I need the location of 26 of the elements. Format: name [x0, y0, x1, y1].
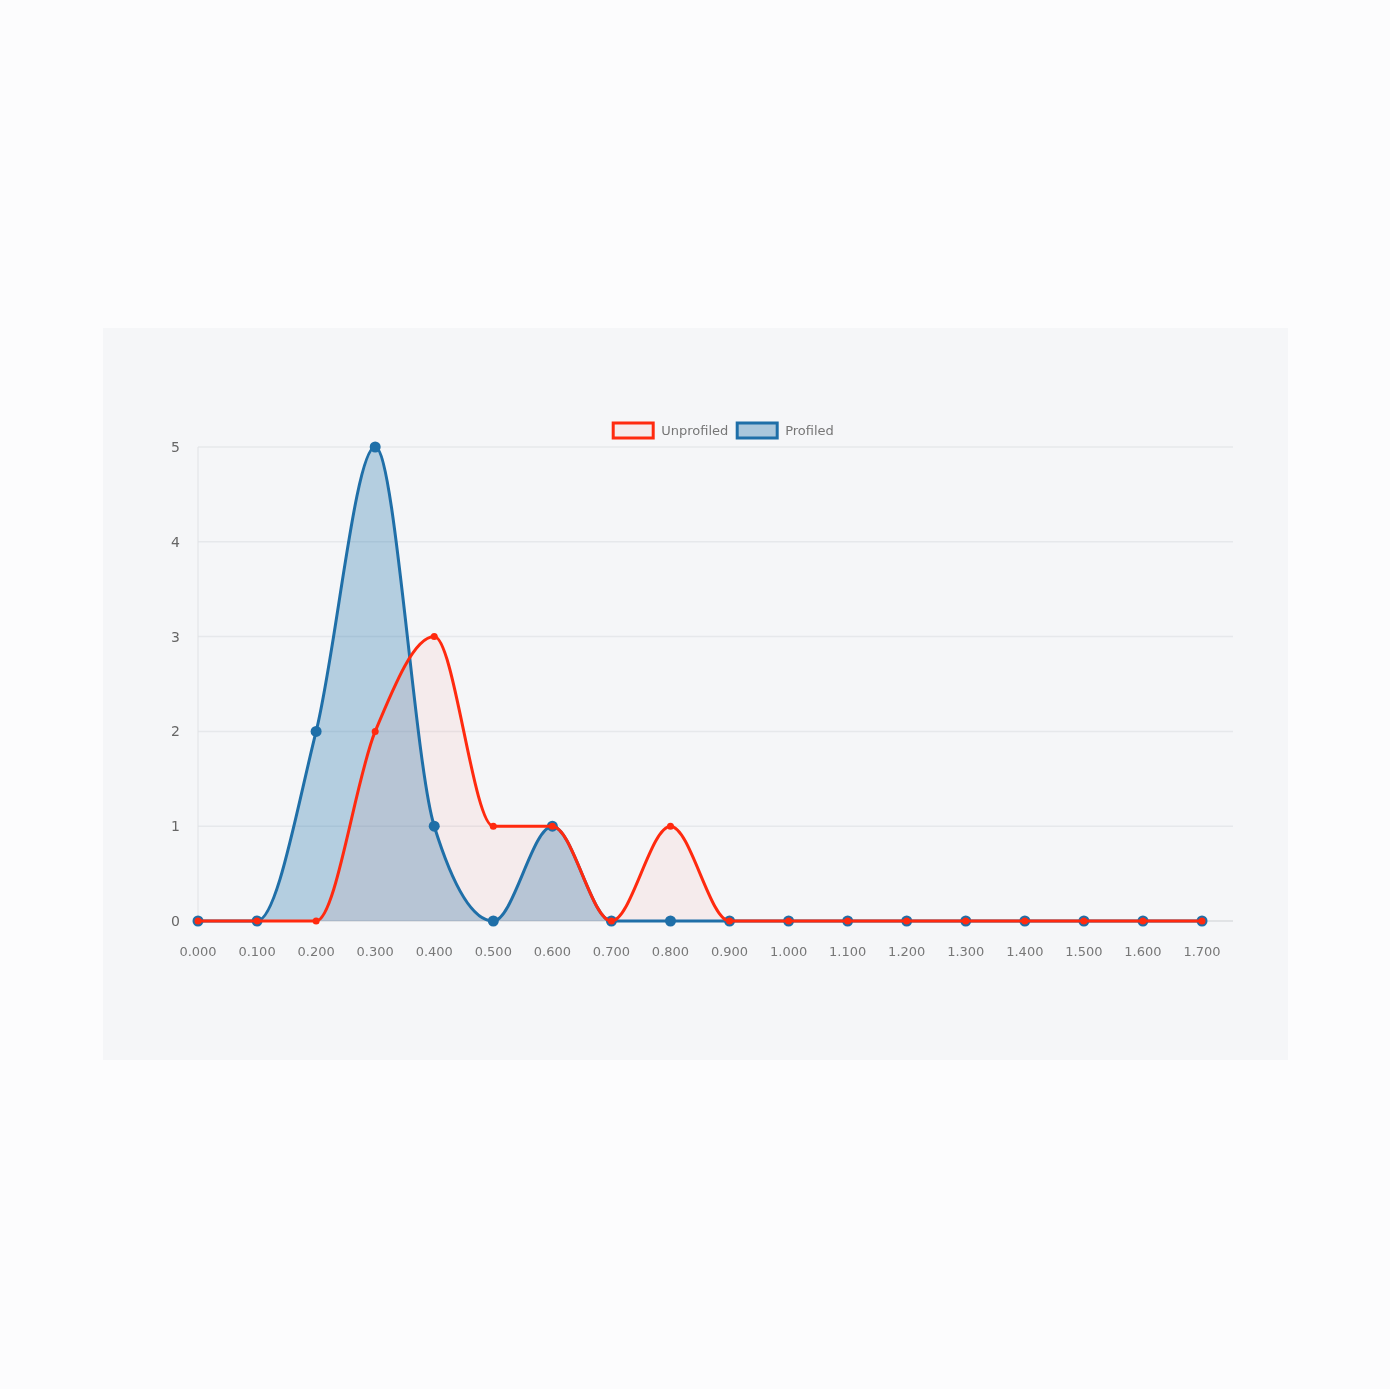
x-tick-label: 1.000 [769, 944, 808, 959]
x-tick-label: 0.800 [651, 944, 690, 959]
x-tick-label: 0.100 [238, 944, 276, 959]
y-tick-label: 0 [171, 912, 180, 929]
x-tick-label: 0.000 [179, 944, 217, 959]
x-tick-label: 1.400 [1006, 944, 1044, 959]
x-tick-label: 1.600 [1124, 944, 1162, 959]
y-tick-label: 2 [171, 723, 180, 740]
x-tick-label: 0.600 [533, 944, 571, 959]
x-tick-label: 0.200 [297, 944, 335, 959]
x-tick-label: 0.900 [710, 944, 749, 959]
x-tick-label: 1.300 [947, 944, 985, 959]
x-tick-label: 1.500 [1065, 944, 1103, 959]
y-tick-label: 5 [171, 438, 180, 455]
x-tick-label: 0.500 [474, 944, 512, 959]
x-tick-label: 0.300 [356, 944, 394, 959]
x-tick-label: 1.700 [1183, 944, 1221, 959]
legend-label: Profiled [785, 422, 834, 438]
y-tick-label: 3 [171, 628, 180, 645]
x-tick-label: 0.700 [592, 944, 631, 959]
legend-label: Unprofiled [661, 422, 729, 438]
x-tick-label: 0.400 [415, 944, 453, 959]
x-tick-label: 1.100 [829, 944, 867, 959]
y-tick-label: 1 [171, 818, 180, 835]
y-tick-label: 4 [171, 533, 181, 550]
x-tick-label: 1.200 [888, 944, 926, 959]
